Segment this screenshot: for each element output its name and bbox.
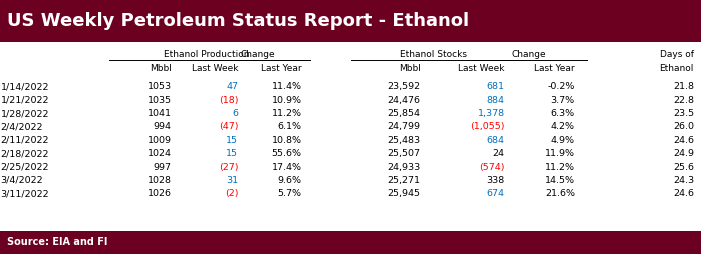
- Text: Last Year: Last Year: [261, 64, 301, 73]
- Text: 26.0: 26.0: [673, 122, 694, 132]
- Text: 338: 338: [486, 176, 505, 185]
- Text: 25,271: 25,271: [388, 176, 421, 185]
- Text: 997: 997: [154, 163, 172, 171]
- Text: Source: EIA and FI: Source: EIA and FI: [7, 237, 107, 247]
- Text: Ethanol: Ethanol: [660, 64, 694, 73]
- Text: 24,933: 24,933: [388, 163, 421, 171]
- Text: 6.1%: 6.1%: [278, 122, 301, 132]
- Text: 55.6%: 55.6%: [271, 149, 301, 158]
- Text: 24.3: 24.3: [673, 176, 694, 185]
- Text: 31: 31: [226, 176, 238, 185]
- Text: -0.2%: -0.2%: [547, 82, 575, 91]
- Text: 2/4/2022: 2/4/2022: [1, 122, 43, 132]
- Text: 6.3%: 6.3%: [551, 109, 575, 118]
- Text: 11.9%: 11.9%: [545, 149, 575, 158]
- Text: 2/11/2022: 2/11/2022: [1, 136, 49, 145]
- Text: 1/21/2022: 1/21/2022: [1, 96, 49, 105]
- Text: (1,055): (1,055): [470, 122, 505, 132]
- Text: 3/4/2022: 3/4/2022: [1, 176, 43, 185]
- Text: 2/18/2022: 2/18/2022: [1, 149, 49, 158]
- Text: 3.7%: 3.7%: [551, 96, 575, 105]
- Text: 22.8: 22.8: [673, 96, 694, 105]
- Text: Ethanol Stocks: Ethanol Stocks: [400, 50, 467, 59]
- Text: Change: Change: [512, 50, 547, 59]
- Text: 1009: 1009: [148, 136, 172, 145]
- Text: 24.6: 24.6: [673, 136, 694, 145]
- Text: 24: 24: [493, 149, 505, 158]
- Text: Ethanol Production: Ethanol Production: [164, 50, 250, 59]
- Text: 3/11/2022: 3/11/2022: [1, 189, 49, 198]
- Text: 1/28/2022: 1/28/2022: [1, 109, 49, 118]
- Text: 1028: 1028: [148, 176, 172, 185]
- Text: Days of: Days of: [660, 50, 694, 59]
- Text: 1,378: 1,378: [477, 109, 505, 118]
- Text: 17.4%: 17.4%: [271, 163, 301, 171]
- Text: 674: 674: [486, 189, 505, 198]
- Text: 24,799: 24,799: [388, 122, 421, 132]
- Text: 21.8: 21.8: [673, 82, 694, 91]
- Text: 25.6: 25.6: [673, 163, 694, 171]
- Text: 15: 15: [226, 149, 238, 158]
- Text: 4.2%: 4.2%: [551, 122, 575, 132]
- Text: 10.8%: 10.8%: [271, 136, 301, 145]
- Text: 5.7%: 5.7%: [278, 189, 301, 198]
- Text: 14.5%: 14.5%: [545, 176, 575, 185]
- Text: Last Year: Last Year: [534, 64, 575, 73]
- Text: 11.4%: 11.4%: [271, 82, 301, 91]
- Text: 47: 47: [226, 82, 238, 91]
- Text: 24,476: 24,476: [388, 96, 421, 105]
- Text: Last Week: Last Week: [192, 64, 238, 73]
- Text: Last Week: Last Week: [458, 64, 505, 73]
- Text: 2/25/2022: 2/25/2022: [1, 163, 49, 171]
- Text: 25,483: 25,483: [388, 136, 421, 145]
- Text: 24.9: 24.9: [673, 149, 694, 158]
- Text: (2): (2): [225, 189, 238, 198]
- Text: 1053: 1053: [148, 82, 172, 91]
- Text: 11.2%: 11.2%: [545, 163, 575, 171]
- Text: 1/14/2022: 1/14/2022: [1, 82, 49, 91]
- Text: US Weekly Petroleum Status Report - Ethanol: US Weekly Petroleum Status Report - Etha…: [7, 12, 469, 30]
- Text: 23,592: 23,592: [388, 82, 421, 91]
- Text: 21.6%: 21.6%: [545, 189, 575, 198]
- Text: 25,854: 25,854: [388, 109, 421, 118]
- Text: (574): (574): [479, 163, 505, 171]
- Text: 9.6%: 9.6%: [278, 176, 301, 185]
- Text: Mbbl: Mbbl: [150, 64, 172, 73]
- Text: Change: Change: [240, 50, 275, 59]
- Text: (47): (47): [219, 122, 238, 132]
- Text: 884: 884: [486, 96, 505, 105]
- Text: 24.6: 24.6: [673, 189, 694, 198]
- Text: 25,507: 25,507: [388, 149, 421, 158]
- Text: 994: 994: [154, 122, 172, 132]
- Text: 1024: 1024: [148, 149, 172, 158]
- Text: 684: 684: [486, 136, 505, 145]
- Text: 1041: 1041: [148, 109, 172, 118]
- Text: 4.9%: 4.9%: [551, 136, 575, 145]
- Text: 25,945: 25,945: [388, 189, 421, 198]
- Text: Mbbl: Mbbl: [399, 64, 421, 73]
- Text: (27): (27): [219, 163, 238, 171]
- Text: 11.2%: 11.2%: [271, 109, 301, 118]
- Text: 10.9%: 10.9%: [271, 96, 301, 105]
- Text: 15: 15: [226, 136, 238, 145]
- Text: 6: 6: [232, 109, 238, 118]
- Text: 681: 681: [486, 82, 505, 91]
- Text: 1035: 1035: [148, 96, 172, 105]
- Text: (18): (18): [219, 96, 238, 105]
- Text: 1026: 1026: [148, 189, 172, 198]
- Text: 23.5: 23.5: [673, 109, 694, 118]
